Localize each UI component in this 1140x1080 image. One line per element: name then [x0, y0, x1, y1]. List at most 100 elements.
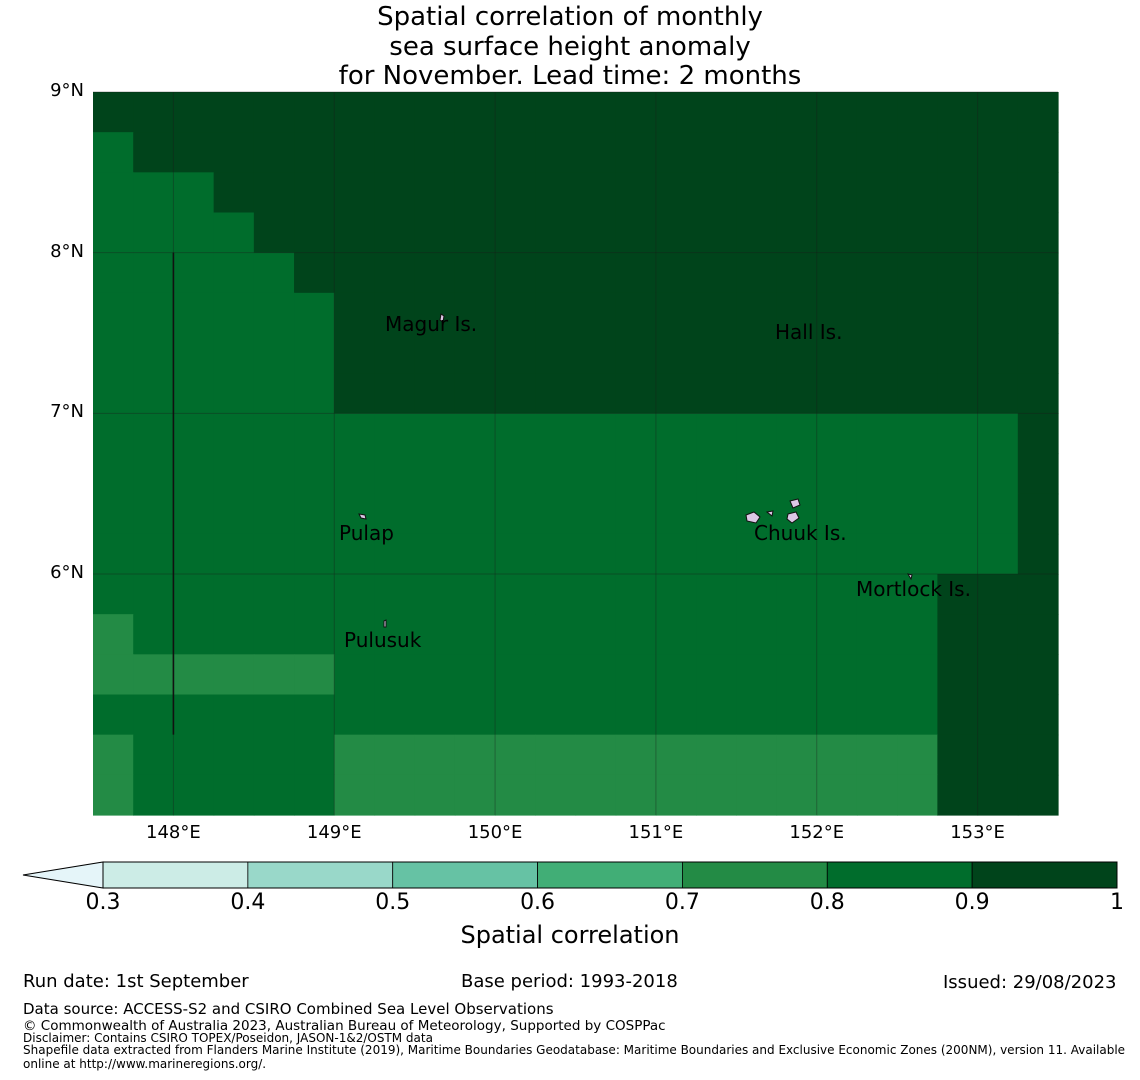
heatmap-cell	[977, 453, 1019, 495]
heatmap-cell	[575, 574, 617, 615]
heatmap-cell	[213, 574, 255, 615]
heatmap-cell	[977, 212, 1019, 254]
island-outline	[383, 619, 387, 628]
heatmap-cell	[133, 533, 175, 575]
heatmap-cell	[495, 654, 536, 696]
heatmap-cell	[414, 453, 456, 495]
heatmap-cell	[454, 734, 496, 776]
place-label: Magur Is.	[385, 312, 478, 336]
heatmap-cell	[736, 533, 778, 575]
heatmap-cell	[294, 453, 335, 495]
heatmap-cell	[856, 533, 898, 575]
heatmap-cell	[696, 132, 737, 173]
heatmap-cell	[696, 172, 737, 214]
heatmap-cell	[575, 453, 617, 495]
heatmap-cell	[213, 252, 255, 294]
heatmap-cell	[696, 212, 737, 254]
heatmap-cell	[696, 533, 737, 575]
place-label: Pulusuk	[344, 628, 422, 652]
heatmap-cell	[535, 373, 577, 414]
heatmap-cell	[334, 172, 376, 214]
heatmap-cell	[856, 574, 898, 615]
heatmap-cell	[937, 574, 979, 615]
heatmap-cell	[173, 212, 215, 254]
heatmap-cell	[173, 252, 215, 294]
heatmap-cell	[856, 453, 898, 495]
colorbar-segment	[971, 861, 1118, 889]
heatmap-cell	[253, 373, 295, 414]
heatmap-cell	[655, 774, 697, 816]
heatmap-cell	[736, 92, 778, 133]
heatmap-cell	[173, 413, 215, 455]
shapefile-credit-line-2: online at http://www.marineregions.org/.	[23, 1057, 267, 1071]
heatmap-cell	[655, 333, 697, 374]
heatmap-cell	[736, 413, 778, 455]
heatmap-cell	[173, 614, 215, 655]
heatmap-cell	[334, 373, 376, 414]
heatmap-cell	[776, 252, 818, 294]
heatmap-cell	[294, 132, 335, 173]
heatmap-cell	[776, 694, 818, 736]
heatmap-cell	[937, 654, 979, 696]
heatmap-cell	[213, 493, 255, 535]
heatmap-cell	[856, 172, 898, 214]
heatmap-cell	[454, 212, 496, 254]
heatmap-cell	[414, 574, 456, 615]
heatmap-cell	[374, 333, 416, 374]
x-tick-label: 153°E	[950, 822, 1005, 843]
heatmap-cell	[977, 413, 1019, 455]
heatmap-cell	[535, 333, 577, 374]
issued-date: Issued: 29/08/2023	[943, 972, 1117, 993]
heatmap-cell	[856, 252, 898, 294]
colorbar-tick-label: 1	[1110, 890, 1124, 915]
heatmap-cell	[334, 774, 376, 816]
heatmap-cell	[535, 734, 577, 776]
heatmap-cell	[816, 172, 858, 214]
heatmap-cell	[1017, 92, 1059, 133]
heatmap-cell	[374, 92, 416, 133]
heatmap-cell	[615, 533, 657, 575]
heatmap-cell	[334, 493, 376, 535]
island-outline	[786, 511, 800, 524]
heatmap-cell	[856, 614, 898, 655]
heatmap-cell	[294, 212, 335, 254]
heatmap-cell	[696, 614, 737, 655]
run-date: Run date: 1st September	[23, 971, 249, 992]
place-label: Pulap	[339, 521, 394, 545]
heatmap-cell	[454, 292, 496, 334]
colorbar-segment	[826, 861, 973, 889]
heatmap-cell	[495, 614, 536, 655]
copyright-notice: © Commonwealth of Australia 2023, Austra…	[23, 1018, 666, 1034]
place-label: Hall Is.	[775, 320, 843, 344]
heatmap-cell	[414, 92, 456, 133]
heatmap-cell	[535, 413, 577, 455]
heatmap-cell	[816, 533, 858, 575]
heatmap-cell	[1017, 333, 1059, 374]
heatmap-cell	[937, 614, 979, 655]
heatmap-cell	[977, 292, 1019, 334]
heatmap-cell	[937, 212, 979, 254]
disclaimer: Disclaimer: Contains CSIRO TOPEX/Poseido…	[23, 1031, 433, 1045]
heatmap-cell	[213, 413, 255, 455]
heatmap-cell	[374, 614, 416, 655]
x-tick-label: 148°E	[146, 822, 201, 843]
heatmap-cell	[454, 533, 496, 575]
heatmap-cell	[334, 453, 376, 495]
x-tick-label: 149°E	[306, 822, 362, 843]
heatmap-cell	[696, 574, 737, 615]
heatmap-cell	[334, 734, 376, 776]
heatmap-cell	[173, 292, 215, 334]
heatmap-cell	[897, 172, 938, 214]
heatmap-cell	[937, 333, 979, 374]
heatmap-cell	[1017, 734, 1059, 776]
heatmap-cell	[816, 654, 858, 696]
heatmap-cell	[615, 252, 657, 294]
heatmap-cell	[374, 774, 416, 816]
heatmap-cell	[213, 92, 255, 133]
heatmap-cell	[816, 493, 858, 535]
colorbar-segment	[682, 861, 828, 889]
heatmap-cell	[133, 694, 175, 736]
x-tick-label: 151°E	[628, 822, 684, 843]
heatmap-cell	[615, 734, 657, 776]
heatmap-cell	[213, 533, 255, 575]
